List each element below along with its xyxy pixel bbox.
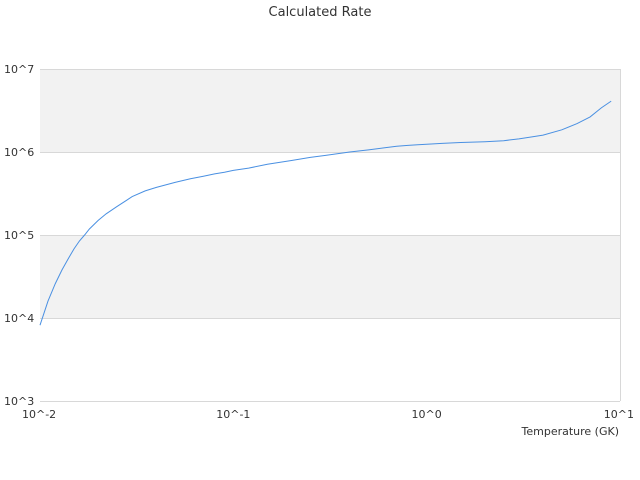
x-axis-title: Temperature (GK) — [521, 425, 620, 438]
y-tick-label: 10^5 — [4, 229, 34, 242]
x-axis-ticks: 10^-2 10^-1 10^0 10^1 — [22, 408, 634, 421]
y-tick-label: 10^6 — [4, 146, 34, 159]
x-tick-label: 10^1 — [604, 408, 634, 421]
y-tick-label: 10^3 — [4, 395, 34, 408]
plot-series — [39, 100, 612, 326]
x-tick-label: 10^0 — [412, 408, 442, 421]
y-axis-ticks: 10^3 10^4 10^5 10^6 10^7 — [4, 63, 34, 408]
chart-title: Calculated Rate — [269, 5, 372, 20]
x-tick-label: 10^-2 — [22, 408, 56, 421]
series-line — [39, 100, 612, 326]
plot-band — [40, 69, 620, 152]
plot-band — [40, 235, 620, 318]
x-tick-label: 10^-1 — [216, 408, 250, 421]
y-tick-label: 10^4 — [4, 312, 34, 325]
plot-bands — [40, 69, 620, 318]
plot-gridlines — [40, 69, 621, 402]
y-tick-label: 10^7 — [4, 63, 34, 76]
